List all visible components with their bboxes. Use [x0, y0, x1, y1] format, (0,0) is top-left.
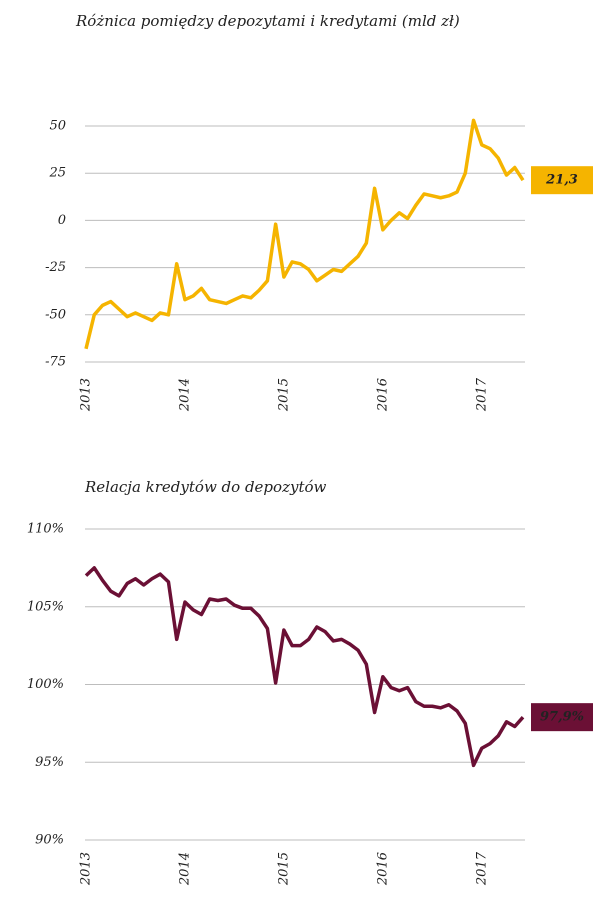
- x-tick-label: 2013: [79, 378, 94, 412]
- x-tick-label: 2014: [177, 852, 192, 886]
- y-tick-label: 0: [58, 213, 66, 228]
- y-tick-label: 105%: [27, 599, 64, 614]
- y-tick-label: 110%: [27, 522, 64, 537]
- y-tick-label: -50: [45, 307, 66, 322]
- x-tick-label: 2017: [474, 851, 489, 886]
- chart-title: Relacja kredytów do depozytów: [85, 478, 327, 496]
- x-tick-label: 2013: [79, 852, 94, 886]
- x-tick-label: 2016: [375, 378, 390, 412]
- y-tick-label: 25: [48, 166, 66, 181]
- value-label-box: [531, 703, 593, 732]
- line: [84, 118, 525, 350]
- y-tick-label: 100%: [27, 677, 64, 692]
- value-label: 21,3: [545, 173, 578, 188]
- x-tick-label: 2014: [177, 378, 192, 412]
- x-tick-label: 2017: [474, 377, 489, 412]
- x-tick-label: 2015: [276, 852, 291, 886]
- y-tick-label: -75: [45, 355, 66, 370]
- x-tick-label: 2015: [276, 378, 291, 412]
- x-tick-label: 2016: [375, 852, 390, 886]
- y-tick-label: 90%: [35, 833, 64, 848]
- y-tick-label: 50: [49, 119, 66, 134]
- line: [84, 566, 525, 768]
- chart-title: Różnica pomiędzy depozytami i kredytami …: [76, 12, 460, 30]
- value-label: 97,9%: [540, 710, 584, 725]
- y-tick-label: 95%: [35, 755, 64, 770]
- value-label-box: [531, 166, 593, 195]
- y-tick-label: -25: [45, 260, 66, 275]
